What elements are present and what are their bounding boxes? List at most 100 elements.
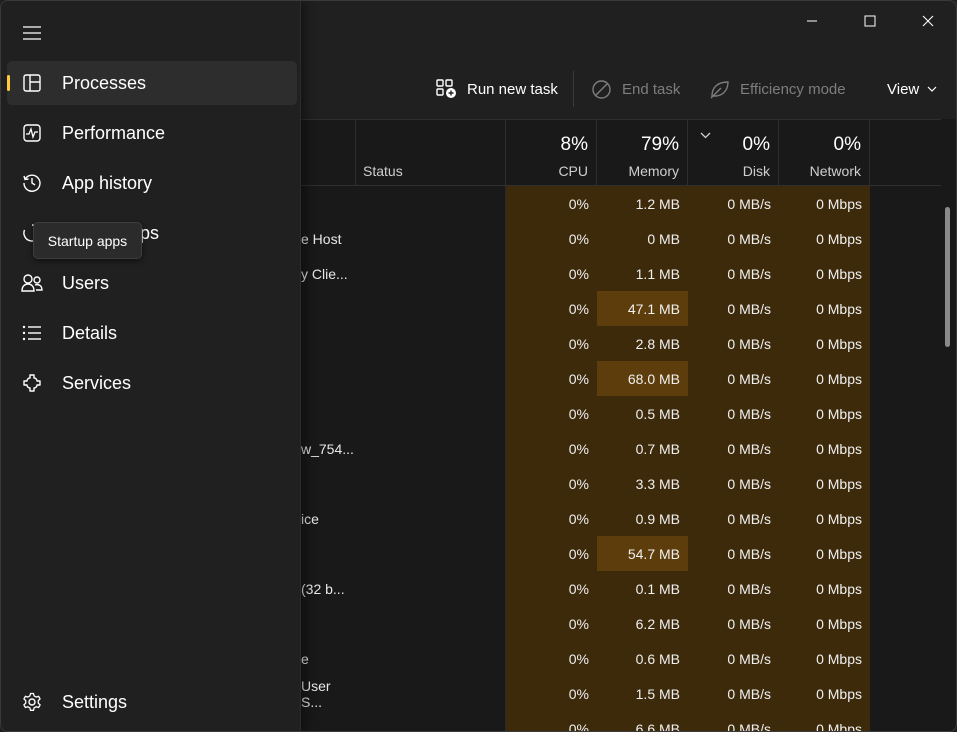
process-name <box>301 536 356 571</box>
vertical-scrollbar[interactable] <box>945 207 950 347</box>
status-cell <box>356 361 506 396</box>
process-name: y Clie... <box>301 265 348 282</box>
network-cell: 0 Mbps <box>779 221 870 256</box>
memory-cell: 0 MB <box>597 221 688 256</box>
network-cell: 0 Mbps <box>779 291 870 326</box>
column-header-memory[interactable]: 79% Memory <box>597 120 688 186</box>
cpu-cell: 0% <box>506 536 597 571</box>
disk-cell: 0 MB/s <box>688 466 779 501</box>
network-cell: 0 Mbps <box>779 536 870 571</box>
status-cell <box>356 501 506 536</box>
menu-button[interactable] <box>13 15 51 51</box>
disk-cell: 0 MB/s <box>688 186 779 221</box>
sort-chevron-icon <box>700 126 711 144</box>
status-cell <box>356 221 506 256</box>
disk-cell: 0 MB/s <box>688 256 779 291</box>
status-cell <box>356 711 506 731</box>
app-history-icon <box>21 173 43 193</box>
nav-item-services[interactable]: Services <box>7 361 297 405</box>
network-cell: 0 Mbps <box>779 676 870 711</box>
nav-item-app-history[interactable]: App history <box>7 161 297 205</box>
network-cell: 0 Mbps <box>779 361 870 396</box>
memory-cell: 6.6 MB <box>597 711 688 731</box>
memory-cell: 0.7 MB <box>597 431 688 466</box>
end-task-button[interactable]: End task <box>591 59 680 119</box>
table-row[interactable]: 0% 1.2 MB 0 MB/s 0 Mbps <box>1 186 941 221</box>
process-name <box>301 361 356 396</box>
memory-cell: 54.7 MB <box>597 536 688 571</box>
table-row[interactable]: (32 b... 0% 0.1 MB 0 MB/s 0 Mbps <box>1 571 941 606</box>
efficiency-mode-label: Efficiency mode <box>740 80 846 98</box>
table-row[interactable]: y Clie... 0% 1.1 MB 0 MB/s 0 Mbps <box>1 256 941 291</box>
nav-item-users[interactable]: Users <box>7 261 297 305</box>
status-header-label: Status <box>363 163 403 179</box>
close-button[interactable] <box>899 1 956 41</box>
column-header-status[interactable]: Status <box>356 120 506 186</box>
table-row[interactable]: 0% 6.2 MB 0 MB/s 0 Mbps <box>1 606 941 641</box>
disk-cell: 0 MB/s <box>688 676 779 711</box>
view-label: View <box>887 80 920 98</box>
table-row[interactable]: 0% 0.5 MB 0 MB/s 0 Mbps <box>1 396 941 431</box>
cpu-cell: 0% <box>506 396 597 431</box>
process-name: User S... <box>301 677 331 710</box>
network-cell: 0 Mbps <box>779 466 870 501</box>
column-header-network[interactable]: 0% Network <box>779 120 870 186</box>
nav-item-settings[interactable]: Settings <box>7 680 297 724</box>
maximize-button[interactable] <box>841 1 899 41</box>
memory-cell: 1.5 MB <box>597 676 688 711</box>
title-bar <box>1 1 956 41</box>
cpu-cell: 0% <box>506 711 597 731</box>
cpu-cell: 0% <box>506 606 597 641</box>
startup-apps-tooltip: Startup apps <box>33 222 142 259</box>
column-header-name[interactable] <box>301 120 356 186</box>
table-row[interactable]: User S... 0% 1.5 MB 0 MB/s 0 Mbps <box>1 676 941 711</box>
nav-label-startup-apps: ps <box>140 223 160 243</box>
memory-cell: 1.1 MB <box>597 256 688 291</box>
nav-label-app-history: App history <box>62 173 153 193</box>
table-row[interactable]: ice 0% 0.9 MB 0 MB/s 0 Mbps <box>1 501 941 536</box>
process-name: e Host <box>301 230 342 247</box>
process-name <box>301 291 356 326</box>
network-cell: 0 Mbps <box>779 606 870 641</box>
nav-item-performance[interactable]: Performance <box>7 111 297 155</box>
nav-item-details[interactable]: Details <box>7 311 297 355</box>
end-task-icon <box>591 79 612 100</box>
nav-item-processes[interactable]: Processes <box>7 61 297 105</box>
status-cell <box>356 431 506 466</box>
table-row[interactable]: 0% 47.1 MB 0 MB/s 0 Mbps <box>1 291 941 326</box>
network-cell: 0 Mbps <box>779 431 870 466</box>
table-row[interactable]: 0% 68.0 MB 0 MB/s 0 Mbps <box>1 361 941 396</box>
nav-label-users: Users <box>62 273 110 293</box>
nav-label-settings: Settings <box>62 692 128 712</box>
table-row[interactable]: e 0% 0.6 MB 0 MB/s 0 Mbps <box>1 641 941 676</box>
cpu-cell: 0% <box>506 501 597 536</box>
hamburger-icon <box>23 26 41 40</box>
cpu-cell: 0% <box>506 641 597 676</box>
nav-label-performance: Performance <box>62 123 166 143</box>
status-cell <box>356 186 506 221</box>
network-cell: 0 Mbps <box>779 326 870 361</box>
performance-icon <box>21 123 43 143</box>
cpu-total: 8% <box>560 134 588 155</box>
table-row[interactable]: 0% 3.3 MB 0 MB/s 0 Mbps <box>1 466 941 501</box>
status-cell <box>356 536 506 571</box>
table-row[interactable]: e Host 0% 0 MB 0 MB/s 0 Mbps <box>1 221 941 256</box>
view-button[interactable]: View <box>887 59 937 119</box>
toolbar: Run new task End task Efficiency mode Vi… <box>301 59 956 119</box>
memory-cell: 68.0 MB <box>597 361 688 396</box>
minimize-button[interactable] <box>783 1 841 41</box>
run-new-task-button[interactable]: Run new task <box>436 59 558 119</box>
table-row[interactable]: 0% 2.8 MB 0 MB/s 0 Mbps <box>1 326 941 361</box>
cpu-cell: 0% <box>506 571 597 606</box>
column-header-cpu[interactable]: 8% CPU <box>506 120 597 186</box>
minimize-icon <box>807 20 817 22</box>
table-row[interactable]: 0% 6.6 MB 0 MB/s 0 Mbps <box>1 711 941 731</box>
status-cell <box>356 256 506 291</box>
cpu-cell: 0% <box>506 221 597 256</box>
column-header-disk[interactable]: 0% Disk <box>688 120 779 186</box>
efficiency-mode-button[interactable]: Efficiency mode <box>709 59 846 119</box>
table-row[interactable]: 0% 54.7 MB 0 MB/s 0 Mbps <box>1 536 941 571</box>
cpu-cell: 0% <box>506 256 597 291</box>
table-row[interactable]: w_754... 0% 0.7 MB 0 MB/s 0 Mbps <box>1 431 941 466</box>
